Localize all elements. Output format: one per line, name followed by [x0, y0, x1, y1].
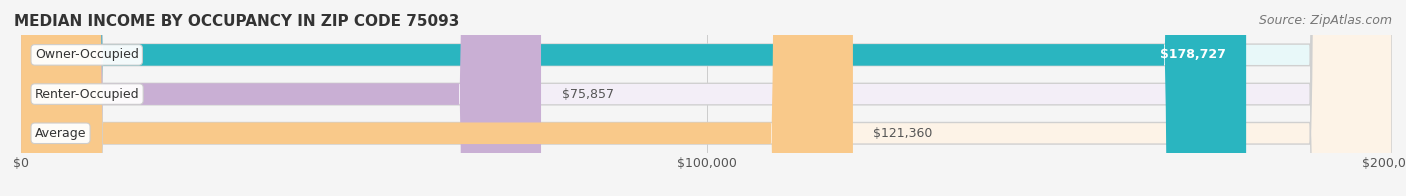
Text: Renter-Occupied: Renter-Occupied [35, 88, 139, 101]
FancyBboxPatch shape [21, 0, 1246, 196]
Text: $178,727: $178,727 [1160, 48, 1226, 61]
Text: $75,857: $75,857 [561, 88, 613, 101]
FancyBboxPatch shape [21, 0, 1392, 196]
Text: $121,360: $121,360 [873, 127, 932, 140]
Text: Source: ZipAtlas.com: Source: ZipAtlas.com [1258, 14, 1392, 27]
Text: Owner-Occupied: Owner-Occupied [35, 48, 139, 61]
Text: Average: Average [35, 127, 86, 140]
FancyBboxPatch shape [21, 0, 1392, 196]
FancyBboxPatch shape [21, 0, 853, 196]
FancyBboxPatch shape [21, 0, 1392, 196]
Text: MEDIAN INCOME BY OCCUPANCY IN ZIP CODE 75093: MEDIAN INCOME BY OCCUPANCY IN ZIP CODE 7… [14, 14, 460, 29]
FancyBboxPatch shape [21, 0, 541, 196]
